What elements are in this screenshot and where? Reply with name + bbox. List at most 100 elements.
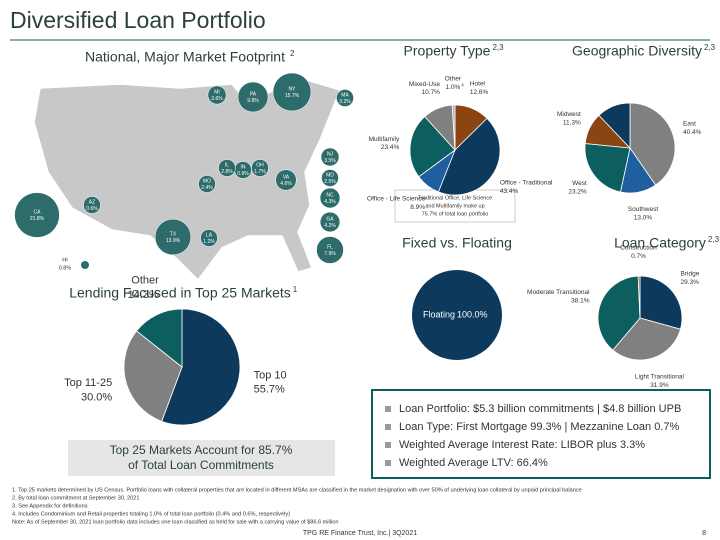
market-bubble xyxy=(200,229,218,247)
slice-label: East xyxy=(683,121,696,128)
pie-slice xyxy=(161,308,241,426)
market-bubble xyxy=(336,89,354,107)
market-state: IL xyxy=(225,162,229,168)
market-state: LA xyxy=(206,232,213,238)
market-state: FL xyxy=(327,244,333,250)
bullet-box xyxy=(371,389,711,479)
market-value: 7.9% xyxy=(324,251,336,257)
market-bubble xyxy=(319,187,341,209)
chart-title-note: 2,3 xyxy=(708,235,720,244)
slice-label: Office - Life Science xyxy=(367,196,425,203)
slice-label: West xyxy=(572,180,587,187)
market-bubble xyxy=(207,85,227,105)
page-number: 8 xyxy=(702,530,706,537)
slice-label: Moderate Transitional xyxy=(527,289,590,296)
pie-slice xyxy=(437,117,501,196)
market-state: CA xyxy=(34,209,42,215)
chart-note: Traditional Office, Life Science xyxy=(418,195,492,201)
market-state: AZ xyxy=(89,199,95,205)
chart-note: and Multifamily make up xyxy=(425,203,484,209)
slice-value: 10.7% xyxy=(422,89,441,96)
market-bubble xyxy=(275,169,297,191)
footnote: 4. Includes Condominium and Retail prope… xyxy=(12,511,290,517)
slice-value: 0.7% xyxy=(631,253,646,260)
market-bubble xyxy=(14,192,60,238)
pie-slice xyxy=(123,330,183,422)
slice-label: Top 11-25 xyxy=(64,377,112,389)
pie-slice xyxy=(451,104,456,151)
market-value: 4.2% xyxy=(324,223,336,229)
footnote: 3. See Appendix for definitions xyxy=(12,503,88,509)
slice-label: Mixed-Use xyxy=(409,81,440,88)
market-value: 0.8% xyxy=(59,265,72,271)
market-bubble xyxy=(316,236,344,264)
bullet-marker xyxy=(385,442,391,448)
callout-box xyxy=(68,440,335,476)
slice-value-note: 4 xyxy=(461,82,464,87)
bullet-text: Weighted Average Interest Rate: LIBOR pl… xyxy=(399,439,645,451)
slide-title: Diversified Loan Portfolio xyxy=(10,7,266,33)
slice-label: Southwest xyxy=(628,206,659,213)
section-title-note: 2 xyxy=(290,49,295,58)
footnote: 2. By total loan commitment at September… xyxy=(12,495,139,501)
bullet-text: Loan Type: First Mortgage 99.3% | Mezzan… xyxy=(399,421,679,433)
slice-label: Bridge xyxy=(681,271,700,278)
slice-value: 14.3% xyxy=(128,289,159,301)
slice-label: Construction xyxy=(620,245,657,252)
slice-label: Light Transitional xyxy=(635,374,685,381)
slice-value: 55.7% xyxy=(254,384,285,396)
market-state: PA xyxy=(250,91,257,97)
market-state: VA xyxy=(283,174,290,180)
market-value: 3.6% xyxy=(211,96,223,102)
slice-value: 8.9% xyxy=(410,204,425,211)
chart-title-note: 1 xyxy=(293,285,298,294)
callout-text: of Total Loan Commitments xyxy=(128,458,274,472)
slice-label: Other xyxy=(445,76,462,83)
market-bubble xyxy=(81,261,89,269)
market-bubble xyxy=(319,211,341,233)
market-value: 1.2% xyxy=(203,239,215,245)
chart-title-note: 2,3 xyxy=(492,43,504,52)
slice-label: Office - Traditional xyxy=(500,179,553,186)
pie-slice xyxy=(598,102,631,150)
market-value: 13.9% xyxy=(166,238,181,244)
bullet-marker xyxy=(385,406,391,412)
market-value: 2.8% xyxy=(221,169,233,175)
market-state: MO xyxy=(203,178,211,184)
market-bubble xyxy=(237,81,269,113)
pie-slice xyxy=(639,275,683,330)
bullet-text: Loan Portfolio: $5.3 billion commitments… xyxy=(399,403,681,415)
section-title: National, Major Market Footprint xyxy=(85,49,285,65)
slice-value: 23.4% xyxy=(381,144,400,151)
pie-slice xyxy=(409,116,456,178)
market-value: 9.8% xyxy=(247,98,259,104)
slice-value: 23.2% xyxy=(568,188,587,195)
market-state: TX xyxy=(170,231,177,237)
market-value: 2.4% xyxy=(201,185,213,191)
slice-label: Multifamily xyxy=(369,136,400,143)
slice-label: Other xyxy=(131,274,159,286)
market-value: 0.9% xyxy=(237,171,249,177)
market-state: NC xyxy=(326,192,334,198)
market-state: MA xyxy=(341,92,349,98)
slice-value: 100.0% xyxy=(457,309,488,319)
slice-value: 38.1% xyxy=(571,298,590,305)
market-value: 3.5% xyxy=(324,158,336,164)
market-state: MD xyxy=(326,172,334,178)
market-state: HI xyxy=(62,257,68,263)
slice-value: 31.9% xyxy=(650,382,669,389)
market-value: 2.5% xyxy=(324,179,336,185)
market-bubble xyxy=(218,159,236,177)
market-value: 3.2% xyxy=(339,99,351,105)
slice-value: 29.3% xyxy=(681,279,700,286)
callout-text: Top 25 Markets Account for 85.7% xyxy=(110,443,293,457)
slice-label: Hotel xyxy=(470,81,486,88)
market-bubble xyxy=(321,169,339,187)
pie-slice xyxy=(612,317,681,361)
footer: TPG RE Finance Trust, Inc.| 3Q2021 xyxy=(303,530,417,537)
pie-slice xyxy=(637,275,641,319)
pie-slice xyxy=(584,143,631,193)
market-state: NY xyxy=(289,86,297,92)
slice-value: 40.4% xyxy=(683,129,702,136)
